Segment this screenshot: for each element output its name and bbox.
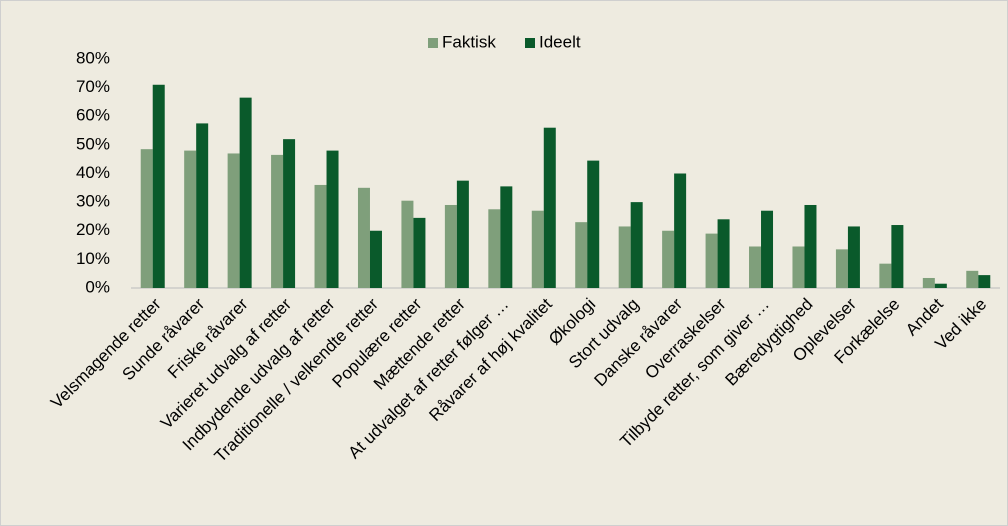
- bar: [662, 230, 675, 288]
- bar: [140, 149, 153, 288]
- bar: [326, 150, 339, 288]
- bar: [488, 209, 501, 288]
- y-tick-label: 30%: [76, 192, 110, 211]
- bar: [587, 160, 600, 288]
- bar: [891, 225, 904, 288]
- bar: [543, 127, 556, 288]
- bar: [227, 153, 240, 288]
- bar: [705, 233, 718, 288]
- y-tick-label: 50%: [76, 134, 110, 153]
- bar: [369, 230, 382, 288]
- legend-swatch: [428, 38, 438, 48]
- bar: [749, 246, 762, 288]
- bar: [934, 283, 947, 288]
- bar: [792, 246, 805, 288]
- bar: [500, 186, 513, 288]
- bar: [847, 226, 860, 288]
- y-tick-label: 60%: [76, 106, 110, 125]
- bar: [456, 180, 469, 288]
- bar: [922, 277, 935, 288]
- y-tick-label: 80%: [76, 48, 110, 67]
- bar: [717, 219, 730, 288]
- bar: [761, 210, 774, 288]
- bar: [152, 84, 165, 288]
- y-tick-label: 40%: [76, 163, 110, 182]
- bar: [401, 200, 414, 288]
- bar: [357, 187, 370, 288]
- bar: [283, 139, 296, 288]
- bar: [618, 226, 631, 288]
- bar: [835, 249, 848, 288]
- bar: [804, 204, 817, 288]
- y-tick-label: 0%: [85, 277, 110, 296]
- bar: [966, 270, 979, 288]
- bar: [239, 97, 252, 288]
- bar: [630, 202, 643, 288]
- bar: [314, 184, 327, 288]
- bar: [271, 154, 284, 288]
- bar: [674, 173, 687, 288]
- legend-label: Faktisk: [442, 32, 496, 51]
- y-tick-label: 70%: [76, 77, 110, 96]
- bar: [978, 275, 991, 288]
- bar: [531, 210, 544, 288]
- bar: [196, 123, 209, 288]
- bar: [575, 222, 588, 288]
- legend-swatch: [525, 38, 535, 48]
- bar: [879, 263, 892, 288]
- bar: [444, 204, 457, 288]
- bar: [184, 150, 197, 288]
- y-tick-label: 20%: [76, 220, 110, 239]
- legend-label: Ideelt: [539, 32, 581, 51]
- y-tick-label: 10%: [76, 249, 110, 268]
- bar: [413, 217, 426, 288]
